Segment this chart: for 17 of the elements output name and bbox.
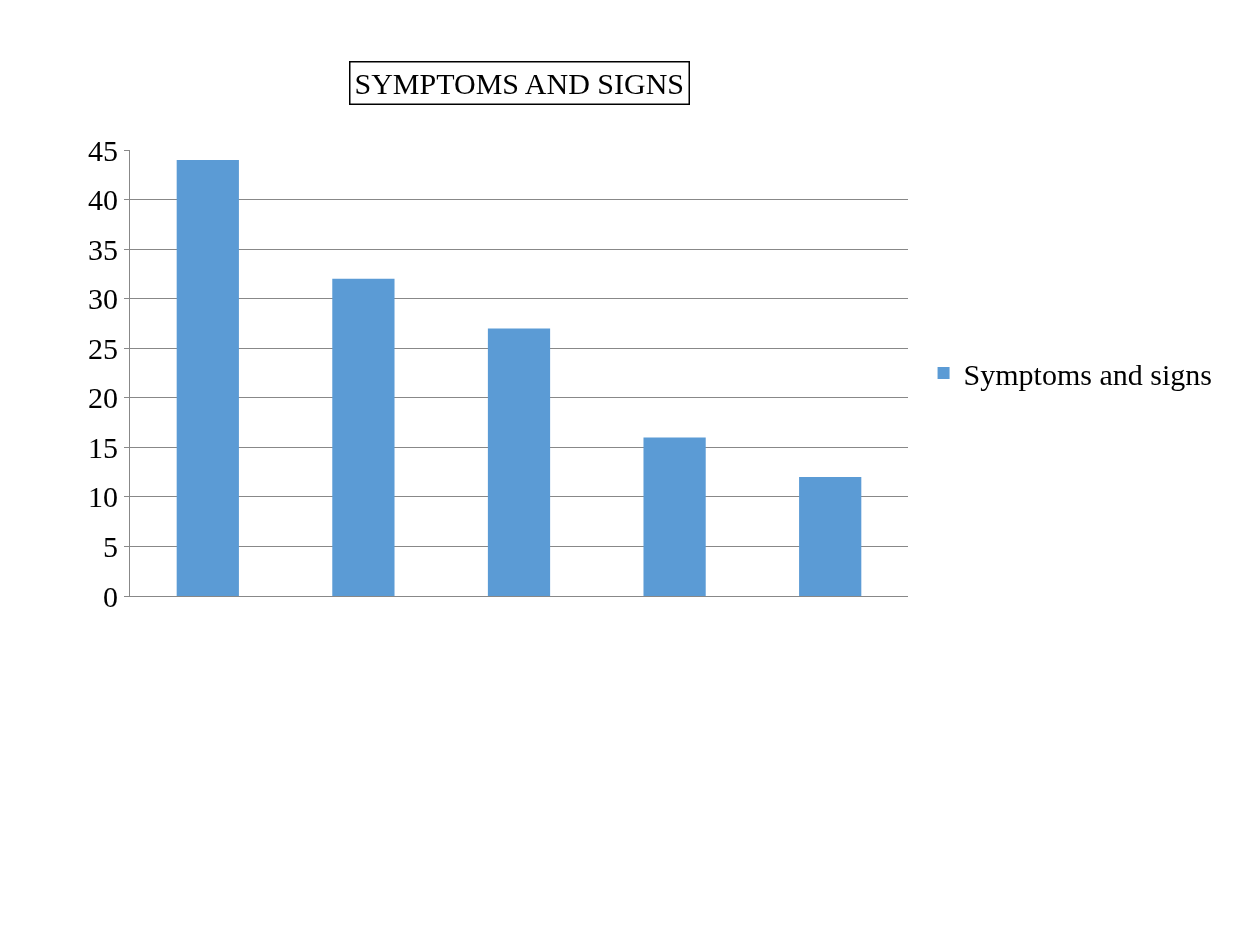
y-tick-label: 40 bbox=[88, 183, 118, 217]
bar bbox=[643, 437, 706, 596]
y-tick-label: 5 bbox=[103, 529, 118, 563]
bar bbox=[332, 278, 395, 596]
legend-label: Symptoms and signs bbox=[963, 357, 1212, 391]
y-tick-label: 45 bbox=[88, 133, 118, 167]
y-tick-label: 10 bbox=[88, 480, 118, 514]
bar bbox=[176, 159, 239, 596]
y-tick-label: 20 bbox=[88, 381, 118, 415]
y-tick-label: 15 bbox=[88, 430, 118, 464]
bar bbox=[487, 328, 551, 596]
y-tick-label: 0 bbox=[103, 579, 118, 613]
y-tick-label: 35 bbox=[88, 232, 118, 266]
chart-title: SYMPTOMS AND SIGNS bbox=[354, 66, 685, 100]
y-tick-label: 25 bbox=[88, 331, 118, 365]
y-tick-label: 30 bbox=[88, 282, 118, 316]
bar bbox=[799, 477, 862, 596]
